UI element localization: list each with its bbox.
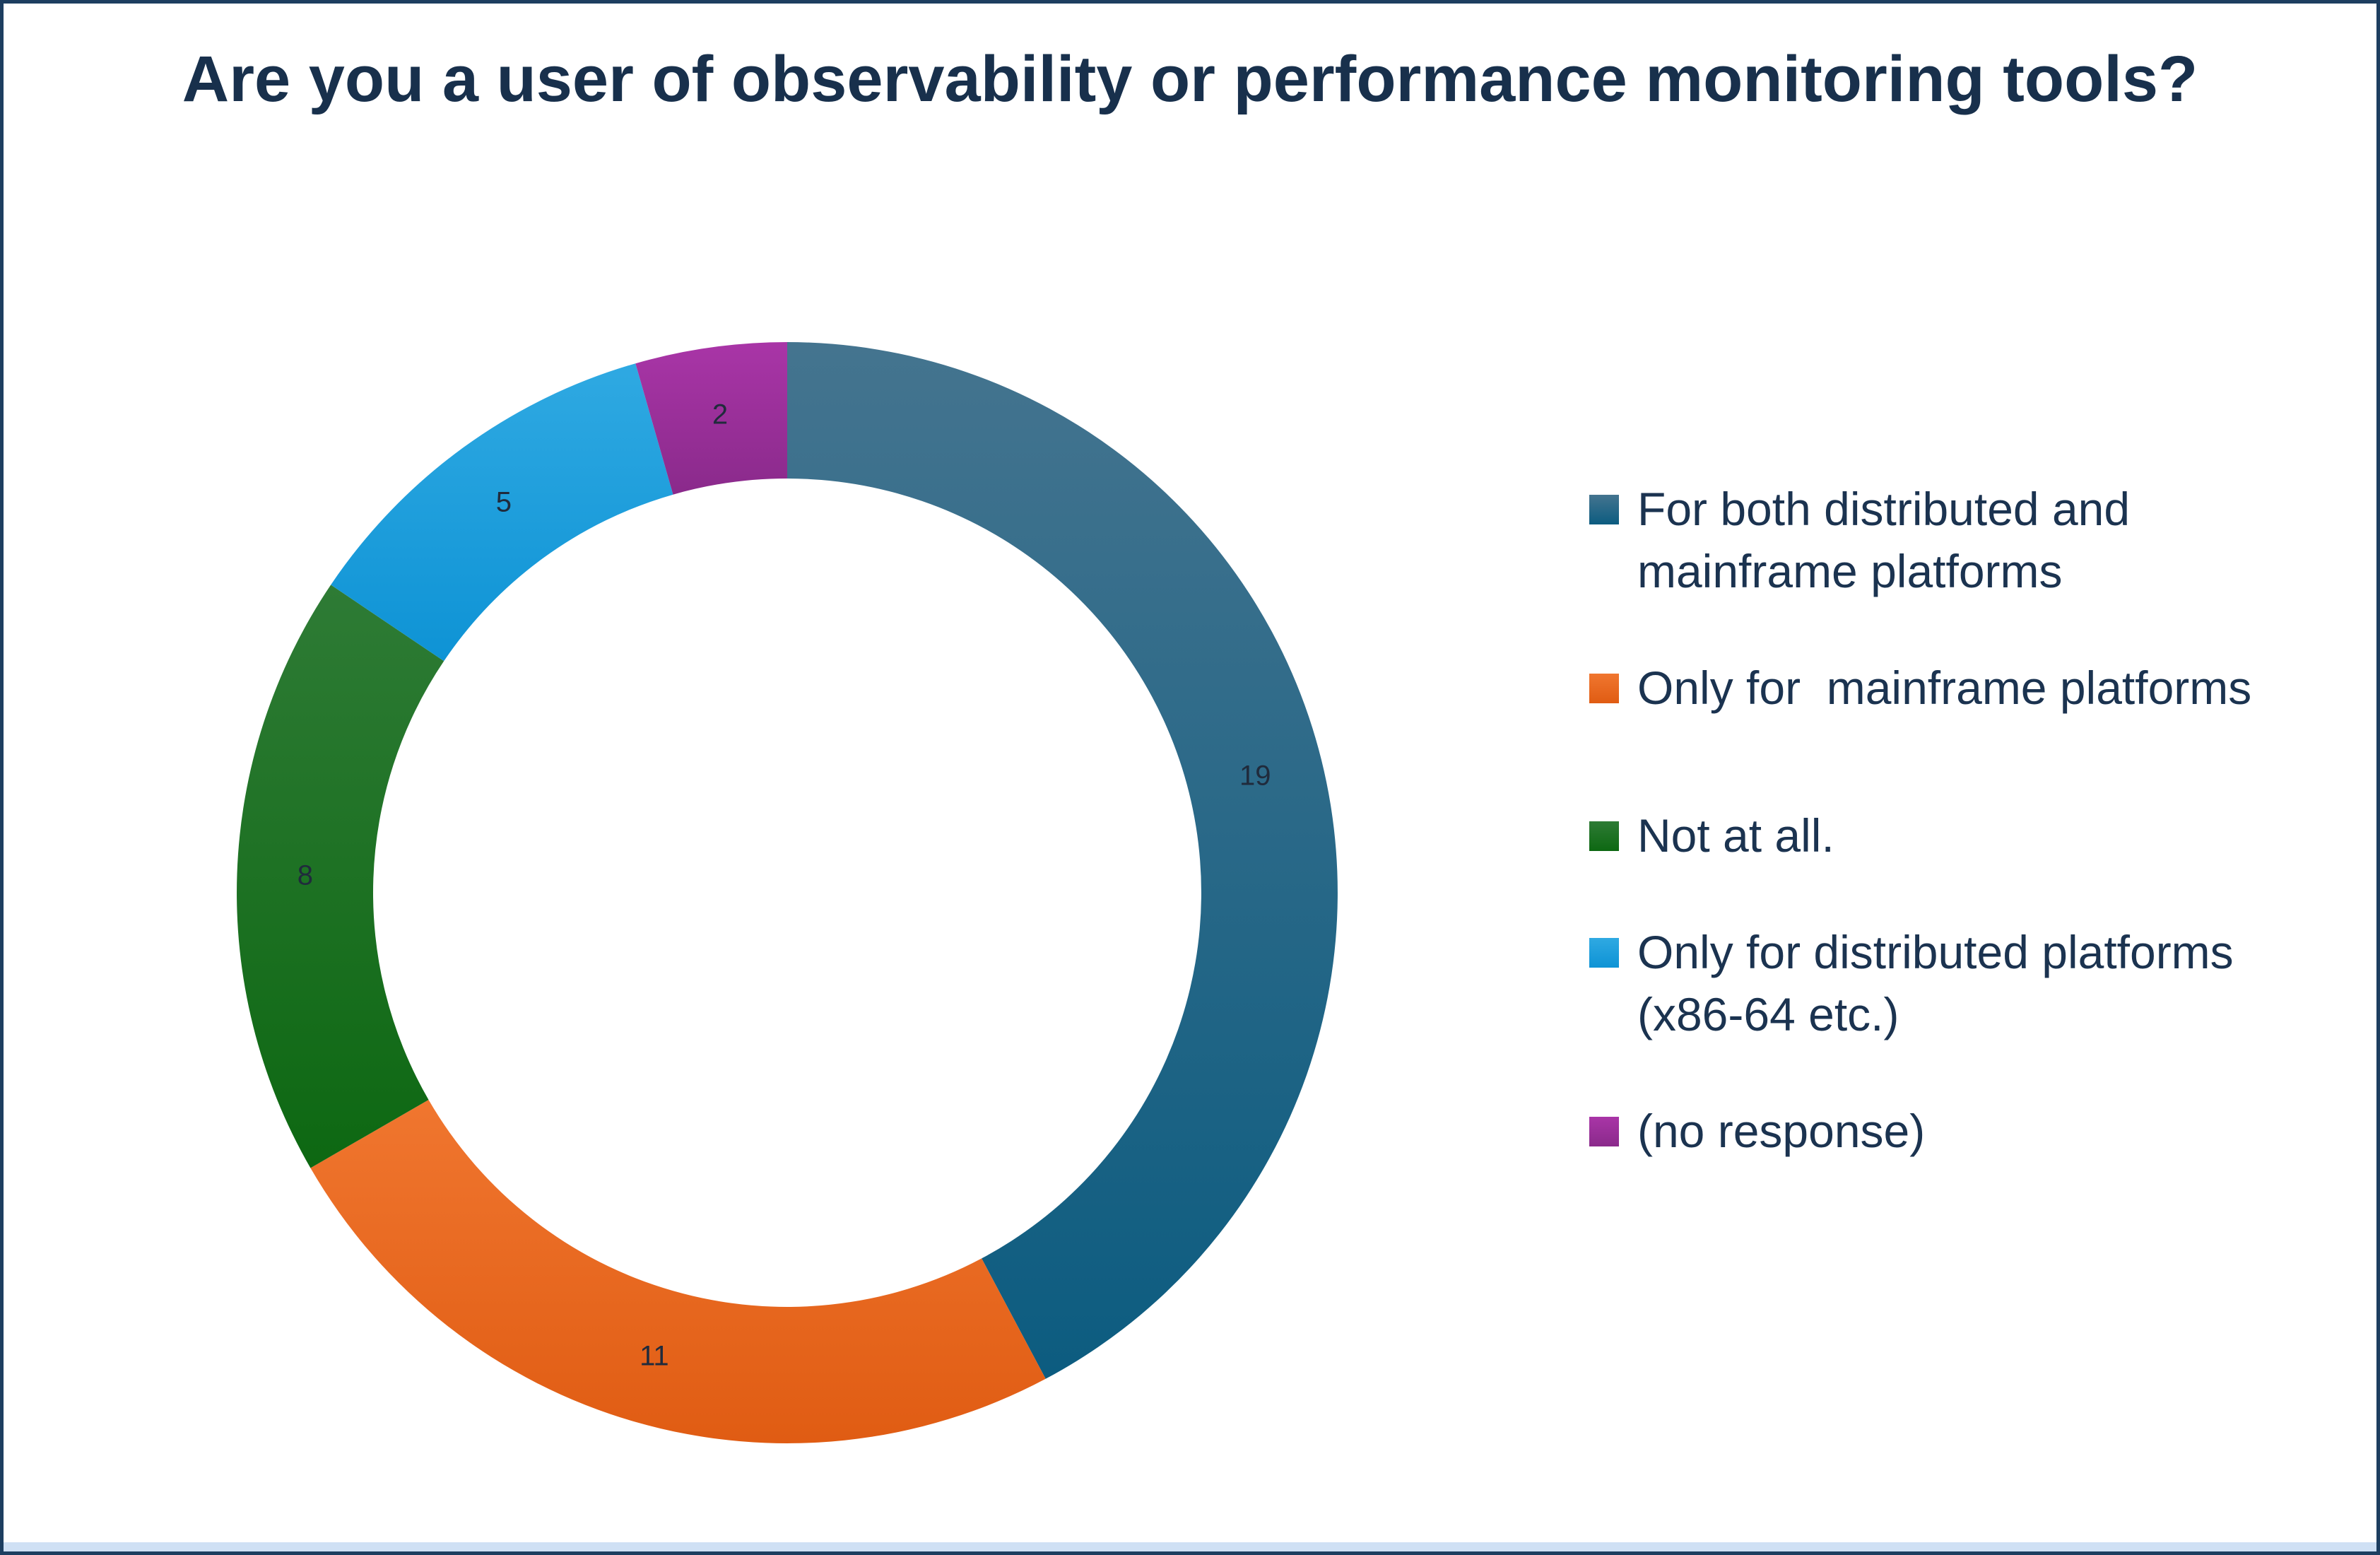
donut-slice-4 bbox=[635, 342, 787, 495]
legend-label: Only for distributed platforms (x86-64 e… bbox=[1637, 926, 2247, 1040]
donut-chart bbox=[237, 342, 1338, 1443]
legend-label: For both distributed and mainframe platf… bbox=[1637, 483, 2143, 597]
legend-swatch-icon bbox=[1589, 821, 1619, 851]
legend-swatch-icon bbox=[1589, 673, 1619, 703]
legend-row: (no response) bbox=[1589, 1101, 1925, 1162]
legend-swatch-icon bbox=[1589, 495, 1619, 525]
donut-slice-2 bbox=[237, 585, 444, 1168]
legend-row: For both distributed and mainframe platf… bbox=[1589, 479, 2349, 602]
legend-row: Only for distributed platforms (x86-64 e… bbox=[1589, 922, 2349, 1045]
legend-item-2: Not at all. bbox=[1589, 762, 2349, 910]
donut-slice-1 bbox=[310, 1100, 1046, 1443]
chart-title: Are you a user of observability or perfo… bbox=[182, 43, 2198, 115]
legend-label: Not at all. bbox=[1637, 809, 1834, 862]
legend-item-3: Only for distributed platforms (x86-64 e… bbox=[1589, 910, 2349, 1057]
legend-swatch-icon bbox=[1589, 1116, 1619, 1146]
bottom-strip bbox=[4, 1542, 2376, 1551]
legend-label: (no response) bbox=[1637, 1104, 1926, 1157]
donut-slice-0 bbox=[787, 342, 1338, 1379]
legend-swatch-icon bbox=[1589, 938, 1619, 968]
chart-legend: For both distributed and mainframe platf… bbox=[1589, 466, 2349, 1205]
legend-item-1: Only for mainframe platforms bbox=[1589, 614, 2349, 762]
legend-item-4: (no response) bbox=[1589, 1057, 2349, 1205]
donut-slice-3 bbox=[331, 363, 673, 662]
legend-row: Not at all. bbox=[1589, 805, 1834, 867]
legend-label: Only for mainframe platforms bbox=[1637, 661, 2252, 714]
legend-item-0: For both distributed and mainframe platf… bbox=[1589, 466, 2349, 614]
legend-row: Only for mainframe platforms bbox=[1589, 657, 2251, 719]
